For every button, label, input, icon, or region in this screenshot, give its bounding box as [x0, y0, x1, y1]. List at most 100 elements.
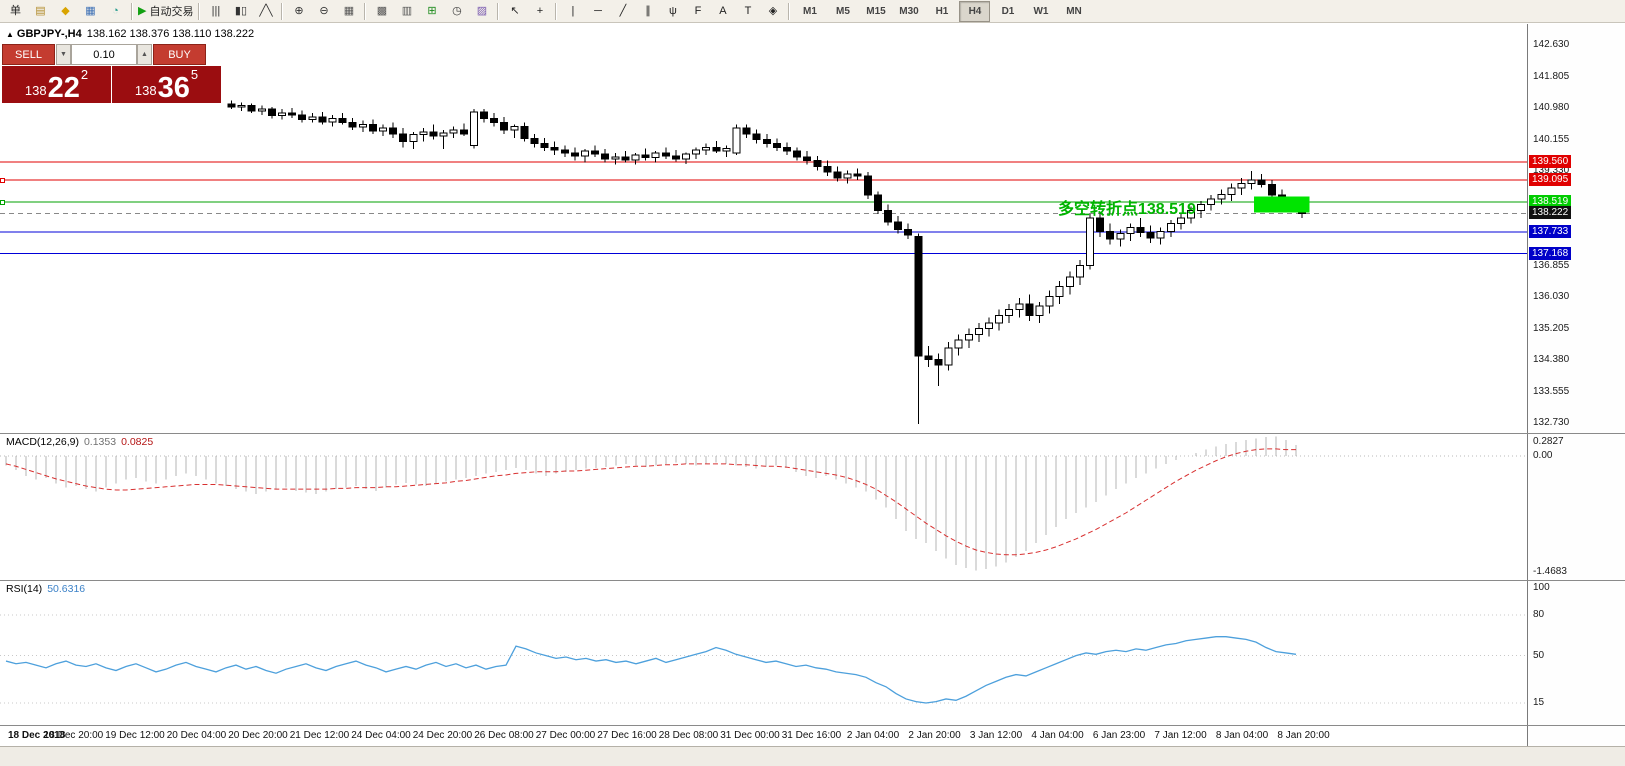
time-axis-label: 2 Jan 04:00 [846, 730, 900, 741]
time-axis-label: 4 Jan 04:00 [1031, 730, 1084, 741]
trendline-icon[interactable]: ╱ [611, 1, 634, 22]
tile-windows-icon[interactable]: ▦ [337, 1, 360, 22]
price-axis-label: 136.855 [1533, 259, 1570, 271]
horizontal-line-icon[interactable]: ─ [586, 1, 609, 22]
buy-price-button[interactable]: 138 36 5 [112, 66, 221, 103]
candle [772, 143, 781, 148]
market-watch-icon[interactable]: ▦ [79, 1, 102, 22]
fibonacci-icon[interactable]: F [686, 1, 709, 22]
arrows-icon[interactable]: ◈ [761, 1, 784, 22]
level-price-label: 139.095 [1529, 172, 1572, 186]
candle [389, 127, 398, 135]
lot-increase-button[interactable]: ▲ [137, 44, 152, 65]
candle [974, 328, 983, 335]
lot-size-input[interactable] [71, 44, 137, 65]
timeframe-button-m15[interactable]: M15 [866, 5, 886, 17]
price-axis-label: 136.030 [1533, 291, 1570, 303]
candle [1065, 276, 1074, 288]
candle [651, 152, 660, 159]
candle [328, 118, 337, 123]
timeframe-button-m5[interactable]: M5 [836, 5, 850, 17]
sell-price-button[interactable]: 138 22 2 [2, 66, 111, 103]
candle [1176, 217, 1185, 225]
andrews-pitchfork-icon: ψ [669, 4, 677, 17]
andrews-pitchfork-icon[interactable]: ψ [661, 1, 684, 22]
text-label-icon[interactable]: T [736, 1, 759, 22]
bar-chart-icon[interactable]: ||| [204, 1, 227, 22]
candle [490, 118, 499, 124]
chart-canvas[interactable] [0, 0, 1527, 746]
profiles-icon: ◆ [61, 4, 70, 17]
buy-button[interactable]: BUY [153, 44, 206, 65]
indicators-icon[interactable]: ⊞ [420, 1, 443, 22]
candle [399, 133, 408, 143]
ohlc-values: 138.162 138.376 138.110 138.222 [86, 28, 255, 40]
candle [1146, 231, 1155, 239]
rsi-axis-label: 50 [1533, 649, 1545, 661]
candle [631, 154, 640, 161]
timeframe-button-h1[interactable]: H1 [935, 5, 949, 17]
lot-decrease-button[interactable]: ▼ [56, 44, 71, 65]
text-icon[interactable]: A [711, 1, 734, 22]
crosshair-icon[interactable]: + [528, 1, 551, 22]
cascade-windows-icon[interactable]: ▩ [370, 1, 393, 22]
candle [641, 154, 650, 159]
candlestick-chart-icon[interactable]: ▮▯ [229, 1, 252, 22]
toolbar-divider [364, 2, 367, 20]
time-axis[interactable]: 18 Dec 2018 18 Dec 20:00 19 Dec 12:00 20 De… [0, 726, 1527, 746]
arrange-windows-icon[interactable]: ▥ [395, 1, 418, 22]
candle [762, 139, 771, 145]
indicators-icon: ⊞ [427, 4, 437, 17]
timeframe-button-m30[interactable]: M30 [899, 5, 919, 17]
templates-icon[interactable]: ▨ [470, 1, 493, 22]
candle [611, 156, 620, 160]
periods-icon[interactable]: ◷ [445, 1, 468, 22]
timeframe-button-mn[interactable]: MN [1066, 5, 1082, 17]
trendline-icon: ╱ [619, 4, 627, 17]
pane-separator-main-macd[interactable] [0, 433, 1625, 434]
timeframe-button-h4[interactable]: H4 [959, 0, 991, 22]
bottom-scrollbar-strip[interactable] [0, 746, 1625, 766]
equidistant-channel-icon[interactable]: ∥ [636, 1, 659, 22]
cursor-icon[interactable]: ↖ [503, 1, 526, 22]
timeframe-button-d1[interactable]: D1 [1001, 5, 1015, 17]
toolbar-divider [131, 2, 133, 20]
new-chart-icon[interactable]: ▤ [29, 1, 52, 22]
candle [985, 322, 993, 330]
timeframe-button-m1[interactable]: M1 [803, 5, 817, 17]
line-handle[interactable] [0, 177, 5, 183]
candle [924, 355, 933, 360]
timeframe-button-w1[interactable]: W1 [1033, 5, 1049, 17]
profiles-icon[interactable]: ◆ [54, 1, 77, 22]
auto-trading-button[interactable]: ▶ 自动交易 [137, 1, 194, 22]
candle [803, 156, 812, 162]
auto-trading-label: 自动交易 [149, 6, 194, 18]
candle [500, 122, 509, 131]
candle [1207, 198, 1216, 206]
time-axis-label: 3 Jan 12:00 [969, 730, 1023, 741]
rsi-axis-label: 80 [1533, 609, 1545, 621]
line-handle[interactable] [0, 199, 5, 205]
new-order-button[interactable]: 单 [4, 1, 27, 22]
macd-signal-value: 0.0825 [121, 436, 154, 448]
zoom-in-icon[interactable]: ⊕ [287, 1, 310, 22]
candle [1237, 183, 1246, 189]
navigator-icon[interactable]: ◔ [104, 1, 127, 22]
rsi-value: 50.6316 [47, 583, 86, 595]
candle [1005, 309, 1014, 316]
line-chart-icon: ╱╲ [259, 4, 273, 17]
sell-button[interactable]: SELL [2, 44, 55, 65]
panel-collapse-icon[interactable]: ▲ [6, 30, 14, 39]
vertical-line-icon[interactable]: | [561, 1, 584, 22]
text-label-icon: T [744, 4, 752, 17]
buy-price-prefix: 138 [134, 83, 157, 98]
price-axis[interactable]: 142.630 141.805 140.980 140.155 139.330 136.8… [1527, 24, 1625, 746]
pivot-annotation-text[interactable]: 多空转折点138.519 [1058, 201, 1196, 218]
price-axis-label: 141.805 [1533, 70, 1570, 82]
zoom-out-icon[interactable]: ⊖ [312, 1, 335, 22]
pane-separator-macd-rsi[interactable] [0, 580, 1625, 581]
line-chart-icon[interactable]: ╱╲ [254, 1, 277, 22]
macd-signal-line [5, 448, 1296, 556]
candle [1015, 303, 1024, 311]
